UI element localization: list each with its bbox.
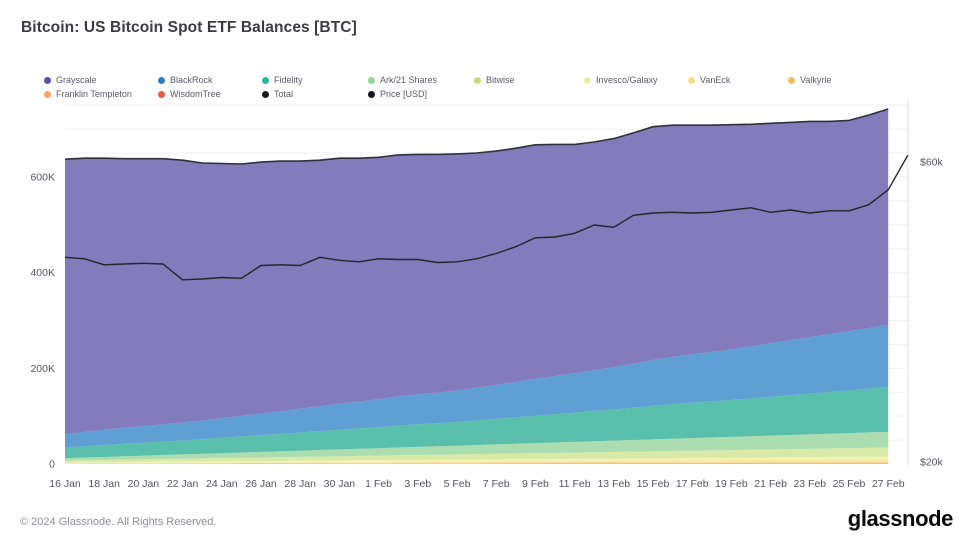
- x-axis-label-1-Feb: 1 Feb: [365, 478, 392, 490]
- legend-dot-icon: [44, 90, 51, 98]
- legend-label: VanEck: [700, 75, 731, 85]
- area-bitwise: [65, 447, 889, 463]
- chart-legend: Grayscale BlackRock Fidelity Ark/21 Shares B…: [0, 74, 974, 104]
- x-axis-label-17-Feb: 17 Feb: [676, 478, 709, 490]
- legend-item-total[interactable]: Total: [262, 88, 293, 100]
- x-axis-label-25-Feb: 25 Feb: [833, 478, 866, 490]
- area-grayscale: [65, 109, 889, 435]
- legend-dot-icon: [688, 76, 695, 84]
- legend-dot-icon: [368, 90, 375, 98]
- legend-label: BlackRock: [170, 75, 213, 85]
- page-title: Bitcoin: US Bitcoin Spot ETF Balances [B…: [21, 19, 357, 36]
- legend-label: WisdomTree: [170, 89, 221, 99]
- x-axis-label-30-Jan: 30 Jan: [324, 478, 356, 490]
- x-axis-label-9-Feb: 9 Feb: [522, 478, 549, 490]
- x-axis-label-18-Jan: 18 Jan: [88, 478, 120, 490]
- legend-label: Bitwise: [486, 75, 515, 85]
- legend-item-franklin-templeton[interactable]: Franklin Templeton: [44, 88, 132, 100]
- legend-item-blackrock[interactable]: BlackRock: [158, 74, 213, 86]
- x-axis-label-21-Feb: 21 Feb: [754, 478, 787, 490]
- area-blackrock: [65, 324, 889, 448]
- x-axis-label-15-Feb: 15 Feb: [637, 478, 670, 490]
- y-axis-label-600K: 600K: [30, 171, 55, 183]
- x-axis-label-16-Jan: 16 Jan: [49, 478, 81, 490]
- x-axis-label-27-Feb: 27 Feb: [872, 478, 905, 490]
- legend-dot-icon: [158, 76, 165, 84]
- y-axis-label-0: 0: [49, 459, 55, 471]
- area-franklin-templeton: [65, 462, 889, 464]
- x-axis-label-11-Feb: 11 Feb: [559, 478, 591, 490]
- legend-label: Grayscale: [56, 75, 97, 85]
- area-ark-21-shares: [65, 431, 889, 461]
- legend-label: Price [USD]: [380, 89, 428, 99]
- legend-dot-icon: [474, 76, 481, 84]
- legend-label: Invesco/Galaxy: [596, 75, 658, 85]
- legend-item-vaneck[interactable]: VanEck: [688, 74, 730, 86]
- legend-item-valkyrie[interactable]: Valkyrie: [788, 74, 831, 86]
- x-axis-label-5-Feb: 5 Feb: [444, 478, 471, 490]
- price-axis-label-20k: $20k: [920, 457, 944, 469]
- legend-label: Valkyrie: [800, 75, 832, 85]
- legend-item-fidelity[interactable]: Fidelity: [262, 74, 303, 86]
- legend-dot-icon: [584, 76, 591, 84]
- x-axis-label-7-Feb: 7 Feb: [483, 478, 510, 490]
- x-axis-label-20-Jan: 20 Jan: [128, 478, 160, 490]
- copyright-text: © 2024 Glassnode. All Rights Reserved.: [20, 516, 217, 528]
- legend-dot-icon: [368, 76, 375, 84]
- price-line: [64, 154, 909, 281]
- area-fidelity: [65, 386, 889, 459]
- legend-dot-icon: [788, 76, 795, 84]
- x-axis-label-28-Jan: 28 Jan: [284, 478, 316, 490]
- legend-item-ark-21-shares[interactable]: Ark/21 Shares: [368, 74, 437, 86]
- area-invesco-galaxy: [65, 456, 889, 464]
- area-vaneck: [65, 459, 889, 464]
- y-axis-label-200K: 200K: [30, 363, 55, 375]
- area-valkyrie: [65, 461, 889, 464]
- legend-label: Franklin Templeton: [56, 89, 132, 99]
- x-axis-label-23-Feb: 23 Feb: [793, 478, 826, 490]
- legend-dot-icon: [158, 90, 165, 98]
- legend-label: Total: [274, 89, 294, 99]
- total-line: [64, 108, 889, 165]
- glassnode-logo[interactable]: glassnode: [847, 506, 954, 531]
- x-axis-label-19-Feb: 19 Feb: [715, 478, 748, 490]
- legend-label: Fidelity: [274, 75, 303, 85]
- legend-item-invesco-galaxy[interactable]: Invesco/Galaxy: [584, 74, 658, 86]
- x-axis-label-13-Feb: 13 Feb: [597, 478, 630, 490]
- legend-label: Ark/21 Shares: [380, 75, 438, 85]
- x-axis-label-3-Feb: 3 Feb: [404, 478, 431, 490]
- price-axis-label-60k: $60k: [920, 157, 944, 169]
- legend-dot-icon: [262, 76, 269, 84]
- y-axis-label-400K: 400K: [30, 267, 55, 279]
- x-axis-label-26-Jan: 26 Jan: [245, 478, 277, 490]
- legend-item-price-usd-[interactable]: Price [USD]: [368, 88, 427, 100]
- legend-dot-icon: [262, 90, 269, 98]
- legend-item-bitwise[interactable]: Bitwise: [474, 74, 515, 86]
- x-axis-label-24-Jan: 24 Jan: [206, 478, 238, 490]
- x-axis-label-22-Jan: 22 Jan: [167, 478, 199, 490]
- legend-dot-icon: [44, 76, 51, 84]
- legend-item-grayscale[interactable]: Grayscale: [44, 74, 97, 86]
- legend-item-wisdomtree[interactable]: WisdomTree: [158, 88, 221, 100]
